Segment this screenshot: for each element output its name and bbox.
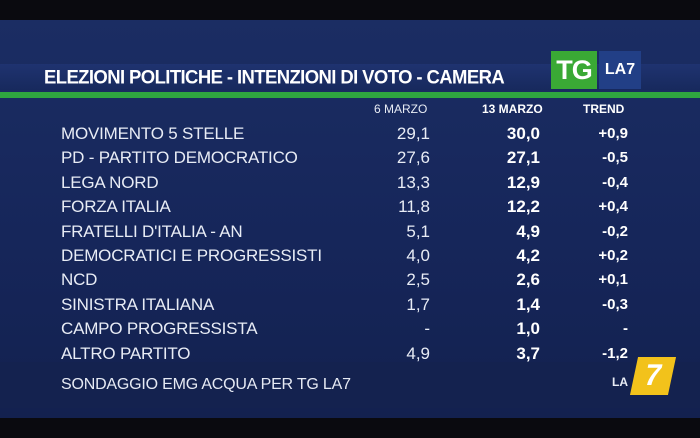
column-header-date2: 13 MARZO — [482, 102, 543, 116]
party-name: ALTRO PARTITO — [61, 343, 191, 363]
trend-value: +0,2 — [598, 247, 628, 264]
trend-value: -0,5 — [602, 149, 628, 167]
value-date1: 5,1 — [406, 221, 430, 241]
value-date2: 12,2 — [506, 197, 540, 217]
logo-la7: LA7 — [599, 51, 641, 89]
value-date1: 2,5 — [406, 270, 430, 290]
table-row: FRATELLI D'ITALIA - AN 5,1 4,9 -0,2 — [0, 220, 700, 244]
trend-value: - — [623, 320, 628, 338]
value-date2: 12,9 — [506, 172, 540, 192]
value-date1: 4,9 — [406, 343, 430, 363]
corner-la-text: LA — [612, 375, 628, 389]
value-date1: 13,3 — [396, 172, 430, 192]
value-date2: 2,6 — [516, 270, 540, 290]
value-date1: 1,7 — [406, 294, 430, 314]
party-name: MOVIMENTO 5 STELLE — [61, 124, 245, 143]
la7-corner-logo: LA 7 — [612, 357, 677, 395]
table-row: NCD 2,5 2,6 +0,1 — [0, 268, 700, 292]
trend-value: -0,2 — [602, 222, 628, 240]
party-name: DEMOCRATICI E PROGRESSISTI — [61, 246, 322, 265]
value-date2: 1,0 — [516, 319, 540, 339]
trend-value: +0,1 — [598, 271, 628, 289]
value-date1: 4,0 — [406, 246, 430, 265]
logo-tg: TG — [551, 51, 597, 89]
table-row: DEMOCRATICI E PROGRESSISTI 4,0 4,2 +0,2 — [0, 244, 700, 268]
value-date2: 30,0 — [506, 124, 540, 143]
trend-value: +0,9 — [598, 125, 628, 142]
value-date2: 4,9 — [516, 221, 540, 241]
table-row: MOVIMENTO 5 STELLE 29,1 30,0 +0,9 — [0, 122, 700, 146]
column-header-date1: 6 MARZO — [374, 102, 428, 116]
trend-value: -0,4 — [602, 173, 628, 191]
party-name: FRATELLI D'ITALIA - AN — [61, 221, 243, 241]
corner-7-mark: 7 — [629, 357, 677, 395]
table-row: ALTRO PARTITO 4,9 3,7 -1,2 — [0, 342, 700, 366]
table-row: CAMPO PROGRESSISTA - 1,0 - — [0, 317, 700, 341]
footer-bar — [0, 362, 700, 408]
value-date1: 11,8 — [398, 197, 430, 217]
party-name: CAMPO PROGRESSISTA — [61, 319, 258, 339]
page-title: ELEZIONI POLITICHE - INTENZIONI DI VOTO … — [44, 65, 505, 88]
value-date2: 3,7 — [516, 343, 540, 363]
value-date2: 27,1 — [506, 148, 540, 168]
value-date1: - — [424, 319, 430, 339]
column-header-trend: TREND — [583, 102, 625, 116]
value-date1: 27,6 — [396, 148, 430, 168]
value-date2: 4,2 — [516, 246, 540, 265]
table-row: SINISTRA ITALIANA 1,7 1,4 -0,3 — [0, 293, 700, 317]
tg-la7-logo: TG LA7 — [551, 51, 641, 89]
poll-source: SONDAGGIO EMG ACQUA PER TG LA7 — [61, 376, 351, 393]
party-name: NCD — [61, 270, 98, 290]
value-date2: 1,4 — [516, 294, 540, 314]
value-date1: 29,1 — [396, 124, 430, 143]
title-underline — [0, 92, 700, 98]
table-row: FORZA ITALIA 11,8 12,2 +0,4 — [0, 195, 700, 219]
table-row: LEGA NORD 13,3 12,9 -0,4 — [0, 171, 700, 195]
trend-value: +0,4 — [598, 198, 628, 216]
party-name: LEGA NORD — [61, 172, 159, 192]
trend-value: -0,3 — [602, 295, 628, 313]
trend-value: -1,2 — [602, 344, 628, 362]
broadcast-screen: ELEZIONI POLITICHE - INTENZIONI DI VOTO … — [0, 20, 700, 418]
party-name: PD - PARTITO DEMOCRATICO — [61, 148, 298, 168]
party-name: FORZA ITALIA — [61, 197, 171, 217]
party-name: SINISTRA ITALIANA — [61, 294, 215, 314]
table-row: PD - PARTITO DEMOCRATICO 27,6 27,1 -0,5 — [0, 146, 700, 170]
